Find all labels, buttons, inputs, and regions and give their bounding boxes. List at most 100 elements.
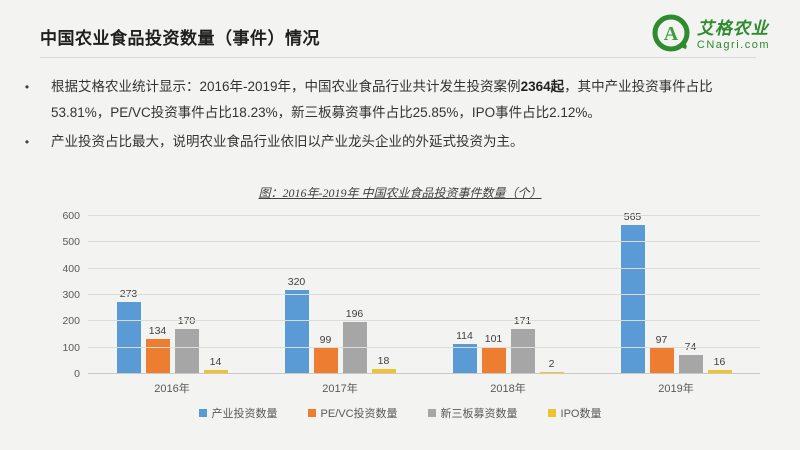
legend-item: PE/VC投资数量 — [307, 405, 398, 421]
bullet-1-highlight: 2364起 — [520, 79, 565, 94]
bar — [649, 348, 674, 374]
bar-value-label: 18 — [377, 355, 390, 367]
page-title: 中国农业食品投资数量（事件）情况 — [40, 29, 320, 48]
bar — [203, 370, 228, 374]
bar — [284, 290, 309, 374]
bar-value-label: 114 — [456, 330, 473, 342]
bar-with-label: 101 — [481, 333, 506, 374]
bar-value-label: 2 — [548, 358, 555, 370]
gridline — [88, 215, 760, 216]
bar — [707, 370, 732, 374]
y-axis-tick: 300 — [62, 289, 80, 301]
slide-header: 中国农业食品投资数量（事件）情况 A 艾格农业 CNagri.com — [40, 12, 770, 59]
y-axis-tick: 200 — [62, 315, 80, 328]
bar-value-label: 14 — [209, 356, 222, 368]
x-axis-label: 2017年 — [322, 383, 358, 395]
bar-with-label: 14 — [203, 356, 228, 374]
gridline — [88, 373, 760, 374]
bar-with-label: 170 — [174, 315, 199, 374]
bar — [452, 344, 477, 374]
bar — [481, 347, 506, 374]
bar-group: 273 134 170 14 — [116, 288, 228, 374]
chart-title: 图：2016年-2019年 中国农业食品投资事件数量（个） — [258, 186, 542, 200]
gridline — [88, 267, 760, 269]
y-axis-tick: 100 — [62, 341, 80, 354]
bullet-item-2: • 产业投资占比最大，说明农业食品行业依旧以产业龙头企业的外延式投资为主。 — [18, 129, 760, 155]
gridline — [88, 320, 760, 322]
chart-legend: 产业投资数量 PE/VC投资数量 新三板募资数量 IPO数量 — [0, 405, 800, 421]
bar-group: 565 97 74 16 — [620, 211, 732, 374]
x-axis-label: 2019年 — [658, 383, 694, 395]
x-axis-label: 2018年 — [490, 383, 526, 395]
bar-value-label: 16 — [713, 356, 726, 368]
legend-item: 新三板募资数量 — [427, 405, 518, 421]
gridline — [88, 346, 760, 348]
bar-groups: 2731341701432099196181141011712565977416 — [88, 211, 760, 374]
bar-with-label: 196 — [342, 308, 367, 374]
y-axis-tick: 500 — [62, 236, 80, 249]
legend-label: 产业投资数量 — [211, 408, 278, 420]
svg-text:A: A — [664, 23, 679, 45]
bar-value-label: 101 — [484, 333, 503, 345]
bar-with-label: 99 — [313, 334, 338, 374]
brand-logo: A 艾格农业 CNagri.com — [650, 12, 770, 59]
bar-with-label: 2 — [539, 358, 564, 374]
bar-value-label: 196 — [345, 308, 364, 320]
bar — [371, 369, 396, 374]
bar-with-label: 18 — [371, 355, 396, 374]
logo-emblem-icon: A — [650, 12, 692, 59]
legend-swatch-icon — [547, 409, 556, 417]
bullet-marker: • — [24, 135, 30, 149]
bar-value-label: 565 — [623, 211, 642, 223]
bar-group: 320 99 196 18 — [284, 276, 396, 374]
bar — [174, 329, 199, 374]
bar-with-label: 565 — [620, 211, 645, 374]
bar-with-label: 273 — [116, 288, 141, 374]
y-axis-tick: 600 — [62, 210, 80, 222]
bullet-text-1: 根据艾格农业统计显示：2016年-2019年，中国农业食品行业共计发生投资案例2… — [51, 74, 760, 126]
bar — [510, 329, 535, 374]
legend-label: IPO数量 — [560, 408, 602, 420]
bar-value-label: 97 — [655, 334, 668, 346]
legend-label: 新三板募资数量 — [440, 408, 518, 420]
logo-brand-name: 艾格农业 — [696, 19, 769, 39]
bar-with-label: 171 — [510, 315, 535, 374]
title-divider — [40, 57, 756, 58]
bar-with-label: 134 — [145, 325, 170, 374]
bar-with-label: 114 — [452, 330, 477, 374]
logo-domain: CNagri.com — [696, 38, 770, 51]
legend-item: IPO数量 — [547, 405, 602, 421]
bar — [313, 348, 338, 374]
bar-with-label: 16 — [707, 356, 732, 374]
bar-group: 114 101 171 2 — [452, 315, 564, 374]
logo-text: 艾格农业 CNagri.com — [696, 19, 770, 51]
bar-value-label: 99 — [319, 334, 332, 346]
legend-item: 产业投资数量 — [198, 405, 278, 421]
x-axis-labels: 2016年 2017年 2018年 2019年 — [88, 380, 760, 396]
bar — [620, 225, 645, 374]
bar — [342, 322, 367, 374]
gridline — [88, 241, 760, 243]
legend-swatch-icon — [198, 409, 207, 417]
y-axis-tick: 0 — [74, 368, 80, 380]
bullet-item-1: • 根据艾格农业统计显示：2016年-2019年，中国农业食品行业共计发生投资案… — [18, 74, 760, 126]
bullet-text-2: 产业投资占比最大，说明农业食品行业依旧以产业龙头企业的外延式投资为主。 — [51, 134, 524, 149]
bar-with-label: 97 — [649, 334, 674, 374]
legend-swatch-icon — [427, 409, 436, 417]
bar — [116, 302, 141, 374]
chart-plot: 2731341701432099196181141011712565977416… — [62, 210, 760, 380]
legend-label: PE/VC投资数量 — [320, 408, 398, 420]
bar-value-label: 134 — [148, 325, 167, 337]
bullet-list: • 根据艾格农业统计显示：2016年-2019年，中国农业食品行业共计发生投资案… — [18, 74, 760, 155]
bar-with-label: 320 — [284, 276, 309, 374]
gridline — [88, 294, 760, 295]
bar-value-label: 320 — [287, 276, 306, 288]
legend-swatch-icon — [307, 409, 316, 417]
bar — [678, 355, 703, 374]
bullet-1-tail: ，其中产业投资事件占比53.81%，PE/VC投资事件占比18.23%，新三板募… — [51, 79, 713, 120]
y-axis-tick: 400 — [62, 262, 80, 275]
bar — [145, 339, 170, 374]
bullet-1-lead: 根据艾格农业统计显示：2016年-2019年，中国农业食品行业共计发生投资案例 — [51, 79, 521, 94]
x-axis-label: 2016年 — [154, 383, 190, 395]
